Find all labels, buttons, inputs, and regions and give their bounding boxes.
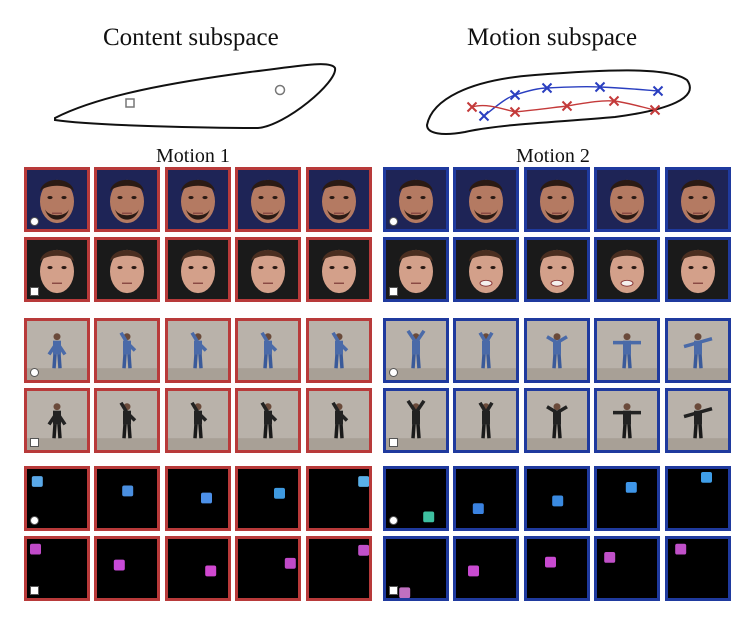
moving-shapes-magenta-square-frame [383, 536, 449, 601]
human-actions-person-dark-frame [235, 388, 301, 453]
square-content-badge [30, 438, 39, 447]
moving-shapes-magenta-square-frame [306, 536, 372, 601]
square-content-badge [389, 586, 398, 595]
content-subspace-blob [54, 63, 337, 130]
human-actions-person-blue-frame [453, 318, 519, 383]
moving-shapes-cyan-square-frame [453, 466, 519, 531]
faces-woman-frame [24, 237, 90, 302]
motion2-cross-marker [478, 110, 490, 122]
circle-content-badge [389, 516, 398, 525]
moving-shapes-cyan-square-frame [524, 466, 590, 531]
moving-shapes-magenta-square-frame [94, 536, 160, 601]
moving-shapes-magenta-square-frame [594, 536, 660, 601]
faces-man-frame [594, 167, 660, 232]
motion1-cross-marker [608, 95, 620, 107]
human-actions-person-dark-frame [453, 388, 519, 453]
moving-shapes-cyan-square-frame [594, 466, 660, 531]
motion2-cross-marker [509, 89, 521, 101]
faces-man-frame [24, 167, 90, 232]
human-actions-person-dark-frame [306, 388, 372, 453]
motion1-label: Motion 1 [156, 145, 230, 167]
motion1-cross-marker [649, 104, 661, 116]
moving-shapes-magenta-square-frame [165, 536, 231, 601]
content-square-marker [125, 98, 135, 108]
human-actions-person-blue-frame [306, 318, 372, 383]
moving-shapes-cyan-square-frame [94, 466, 160, 531]
faces-man-frame [665, 167, 731, 232]
human-actions-person-dark-frame [594, 388, 660, 453]
faces-woman-frame [453, 237, 519, 302]
circle-content-badge [30, 368, 39, 377]
circle-content-badge [389, 217, 398, 226]
motion1-cross-marker [509, 106, 521, 118]
moving-shapes-cyan-square-frame [24, 466, 90, 531]
content-subspace-title: Content subspace [103, 24, 279, 51]
faces-man-frame [306, 167, 372, 232]
human-actions-person-blue-frame [24, 318, 90, 383]
moving-shapes-magenta-square-frame [235, 536, 301, 601]
moving-shapes-cyan-square-frame [235, 466, 301, 531]
human-actions-person-blue-frame [594, 318, 660, 383]
faces-woman-frame [594, 237, 660, 302]
human-actions-person-blue-frame [94, 318, 160, 383]
faces-man-frame [524, 167, 590, 232]
motion2-cross-marker [652, 85, 664, 97]
faces-woman-frame [235, 237, 301, 302]
faces-man-frame [235, 167, 301, 232]
square-content-badge [30, 586, 39, 595]
human-actions-person-dark-frame [165, 388, 231, 453]
subspace-diagrams [54, 63, 691, 135]
human-actions-person-blue-frame [665, 318, 731, 383]
moving-shapes-cyan-square-frame [306, 466, 372, 531]
faces-man-frame [94, 167, 160, 232]
content-circle-marker [274, 84, 286, 96]
human-actions-person-dark-frame [524, 388, 590, 453]
faces-man-frame [453, 167, 519, 232]
faces-woman-frame [665, 237, 731, 302]
faces-woman-frame [165, 237, 231, 302]
faces-man-frame [383, 167, 449, 232]
square-content-badge [30, 287, 39, 296]
human-actions-person-blue-frame [524, 318, 590, 383]
moving-shapes-cyan-square-frame [665, 466, 731, 531]
motion2-label: Motion 2 [516, 145, 590, 167]
motion2-cross-marker [541, 82, 553, 94]
motion-subspace-blob [425, 69, 691, 135]
square-content-badge [389, 438, 398, 447]
faces-woman-frame [306, 237, 372, 302]
moving-shapes-cyan-square-frame [165, 466, 231, 531]
human-actions-person-dark-frame [383, 388, 449, 453]
moving-shapes-cyan-square-frame [383, 466, 449, 531]
human-actions-person-dark-frame [665, 388, 731, 453]
moving-shapes-magenta-square-frame [453, 536, 519, 601]
moving-shapes-magenta-square-frame [665, 536, 731, 601]
circle-content-badge [30, 516, 39, 525]
human-actions-person-blue-frame [383, 318, 449, 383]
faces-woman-frame [94, 237, 160, 302]
human-actions-person-blue-frame [165, 318, 231, 383]
moving-shapes-magenta-square-frame [524, 536, 590, 601]
human-actions-person-dark-frame [94, 388, 160, 453]
faces-man-frame [165, 167, 231, 232]
square-content-badge [389, 287, 398, 296]
moving-shapes-magenta-square-frame [24, 536, 90, 601]
motion1-cross-marker [561, 100, 573, 112]
human-actions-person-blue-frame [235, 318, 301, 383]
circle-content-badge [30, 217, 39, 226]
motion1-cross-marker [466, 101, 478, 113]
circle-content-badge [389, 368, 398, 377]
faces-woman-frame [383, 237, 449, 302]
motion2-cross-marker [594, 81, 606, 93]
motion-subspace-title: Motion subspace [467, 24, 638, 51]
faces-woman-frame [524, 237, 590, 302]
human-actions-person-dark-frame [24, 388, 90, 453]
